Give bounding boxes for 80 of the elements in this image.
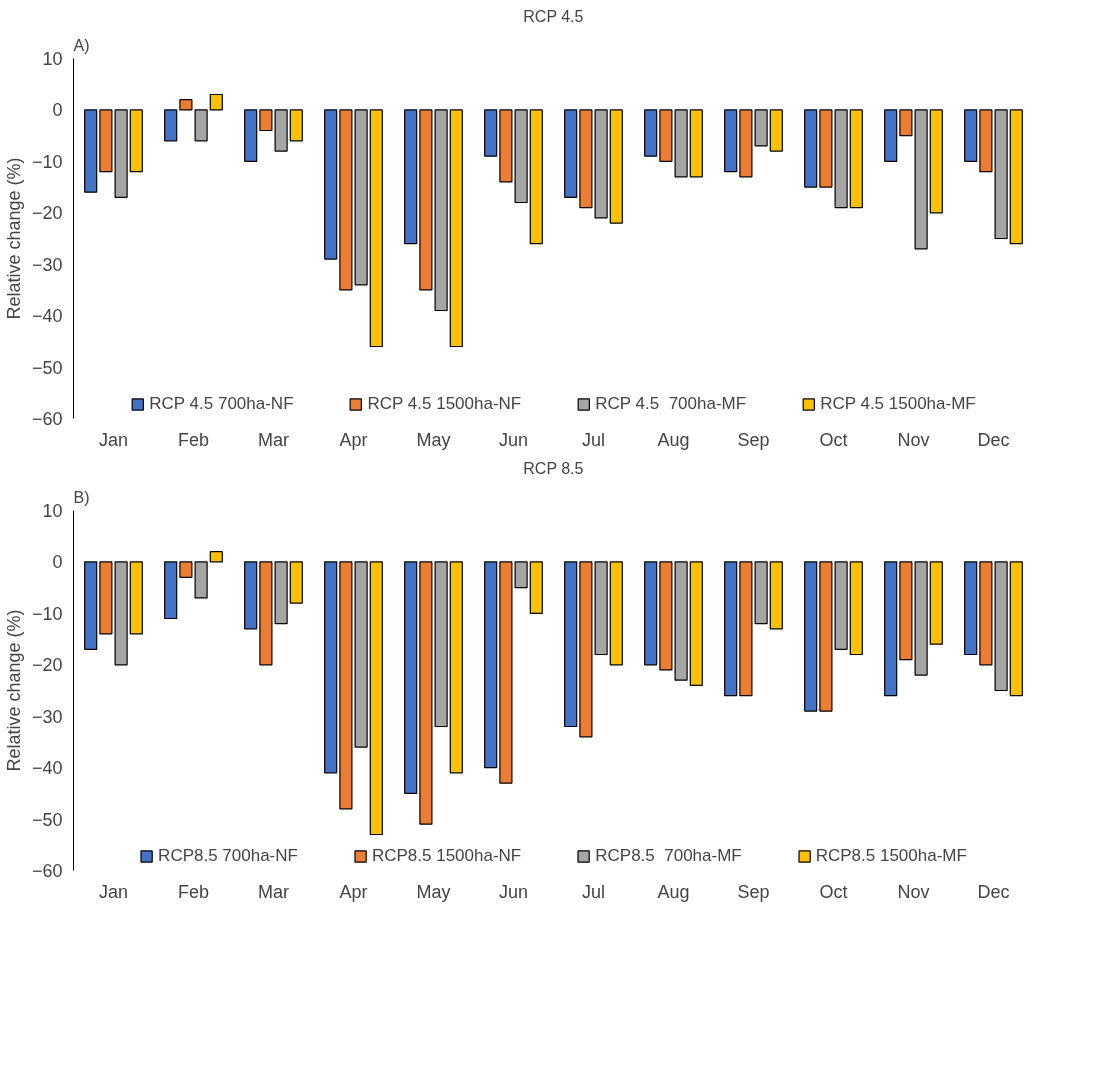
bar (209, 93, 223, 111)
legend-label: RCP 4.5 700ha-MF (595, 394, 747, 414)
bar (529, 109, 543, 245)
y-axis-title: Relative change (%) (3, 157, 24, 320)
x-tick-label: May (416, 881, 451, 902)
bar (369, 109, 383, 348)
bar (689, 109, 703, 178)
legend-label: RCP8.5 700ha-MF (595, 846, 742, 866)
y-tick-label: −30 (31, 706, 63, 727)
legend-label: RCP8.5 700ha-NF (158, 846, 298, 866)
bar (84, 109, 98, 193)
bar (449, 109, 463, 348)
bar (769, 109, 783, 152)
x-tick-label: Nov (897, 429, 930, 450)
x-tick-label: Apr (339, 881, 368, 902)
y-tick-label: 10 (42, 49, 63, 69)
x-tick-label: Nov (897, 881, 930, 902)
x-tick-label: Mar (258, 881, 290, 902)
bar (929, 109, 943, 214)
legend-label: RCP8.5 1500ha-MF (815, 846, 967, 866)
x-tick-label: Jul (582, 429, 606, 450)
x-tick-label: Mar (258, 429, 290, 450)
y-tick-label: 0 (52, 552, 63, 573)
y-tick-label: −50 (31, 357, 63, 378)
bar (724, 109, 738, 173)
y-tick-label: −20 (31, 203, 63, 224)
x-tick-label: Oct (819, 881, 848, 902)
bar (244, 109, 258, 162)
legend-label: RCP8.5 1500ha-NF (371, 846, 522, 866)
x-tick-label: Dec (977, 881, 1010, 902)
x-tick-label: Sep (737, 881, 770, 902)
y-tick-label: −20 (31, 655, 63, 676)
bar (644, 109, 658, 157)
bar (964, 109, 978, 162)
y-axis-title: Relative change (%) (3, 609, 24, 772)
x-tick-label: Feb (177, 429, 210, 450)
chart-title: RCP 4.5 (523, 7, 584, 25)
chart-title: RCP 8.5 (523, 459, 584, 477)
y-tick-label: −30 (31, 254, 63, 275)
bar (324, 109, 338, 260)
y-tick-label: −40 (31, 306, 63, 327)
bar (289, 109, 303, 142)
bar (609, 109, 623, 224)
x-tick-label: Jun (498, 881, 529, 902)
x-tick-label: Dec (977, 429, 1010, 450)
y-tick-label: 10 (42, 501, 63, 521)
bar (484, 109, 498, 157)
bar (194, 109, 208, 142)
y-tick-label: −10 (31, 151, 63, 172)
x-tick-label: Oct (819, 429, 848, 450)
y-tick-label: 0 (52, 100, 63, 121)
y-tick-label: −60 (31, 409, 63, 429)
y-tick-label: −50 (31, 809, 63, 830)
bar (179, 99, 193, 111)
x-tick-label: Jun (498, 429, 529, 450)
bar (884, 109, 898, 162)
legend-label: RCP 4.5 700ha-NF (149, 394, 294, 414)
x-tick-label: Jan (98, 429, 129, 450)
bar (129, 109, 143, 173)
y-tick-label: −40 (31, 758, 63, 779)
text: A) (73, 36, 90, 54)
bar (404, 109, 418, 245)
x-tick-label: Jan (98, 881, 129, 902)
bar (849, 109, 863, 209)
x-tick-label: Aug (657, 881, 690, 902)
bar (1009, 109, 1023, 245)
text: B) (73, 488, 90, 506)
x-tick-label: Aug (657, 429, 690, 450)
y-tick-label: −60 (31, 861, 63, 881)
x-tick-label: Apr (339, 429, 368, 450)
x-tick-label: Feb (177, 881, 210, 902)
bar (164, 109, 178, 142)
legend-label: RCP 4.5 1500ha-NF (367, 394, 522, 414)
bar (804, 109, 818, 188)
y-tick-label: −10 (31, 603, 63, 624)
bar (564, 109, 578, 198)
legend-label: RCP 4.5 1500ha-MF (820, 394, 976, 414)
x-tick-label: May (416, 429, 451, 450)
x-tick-label: Jul (582, 881, 606, 902)
x-tick-label: Sep (737, 429, 770, 450)
